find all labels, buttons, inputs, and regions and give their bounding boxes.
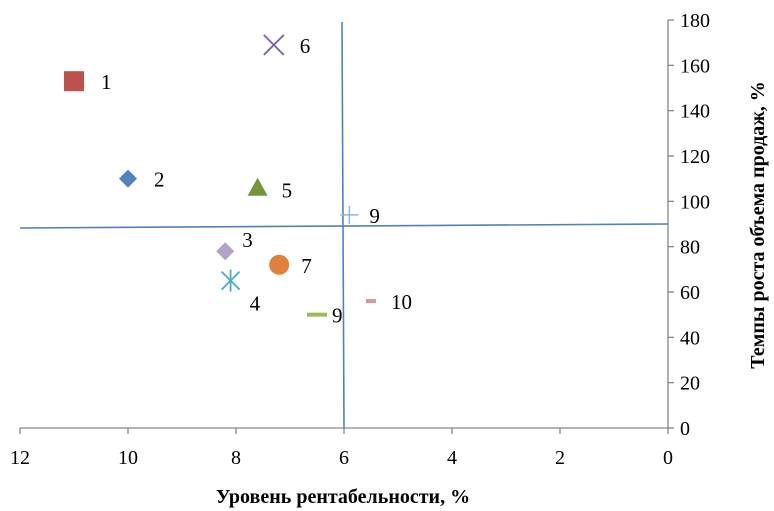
y-tick-label: 80: [680, 237, 700, 259]
point-9-plus-marker: [340, 205, 359, 224]
point-label: 7: [301, 254, 312, 278]
x-tick-label: 12: [10, 447, 30, 469]
point-1-square-marker: [64, 71, 84, 92]
point-label: 5: [282, 179, 293, 203]
y-tick-label: 20: [680, 373, 700, 395]
point-10-dash-marker: [366, 299, 376, 304]
point-label: 2: [154, 168, 165, 192]
x-tick-label: 10: [118, 447, 138, 469]
point-3-diamond-marker: [216, 242, 235, 261]
point-label: 3: [242, 228, 253, 252]
point-label: 6: [300, 34, 311, 58]
horizontal-reference-line: [19, 223, 669, 229]
y-tick-label: 100: [680, 191, 710, 213]
y-tick-label: 140: [680, 101, 710, 123]
x-tick-label: 0: [663, 447, 673, 469]
point-label: 9: [369, 204, 380, 228]
point-2-diamond-marker: [119, 169, 137, 188]
y-tick-label: 40: [680, 327, 700, 349]
data-points: 1 2 3 4 5 6 7 9 9 10: [64, 34, 412, 328]
point-7-circle-marker: [269, 254, 290, 275]
point-9-dash-marker: [307, 312, 327, 317]
y-tick-label: 180: [680, 10, 710, 32]
point-4-asterisk-marker: [220, 269, 241, 292]
point-label: 10: [391, 290, 412, 314]
point-5-triangle-marker: [247, 177, 268, 196]
y-axis-title: Темпы роста объема продаж, %: [747, 81, 769, 369]
x-tick-label: 4: [447, 447, 457, 469]
y-tick-label: 0: [680, 418, 690, 440]
y-tick-label: 60: [680, 282, 700, 304]
point-label: 4: [250, 292, 261, 316]
x-tick-label: 2: [555, 447, 565, 469]
y-tick-label: 120: [680, 146, 710, 168]
reference-lines: [19, 21, 669, 429]
vertical-reference-line: [341, 21, 345, 429]
point-6-x-marker: [263, 34, 285, 56]
point-label: 9: [332, 304, 343, 328]
y-tick-label: 160: [680, 55, 710, 77]
x-tick-label: 8: [231, 447, 241, 469]
x-tick-label: 6: [339, 447, 349, 469]
x-axis-title: Уровень рентабельности, %: [216, 486, 470, 508]
point-label: 1: [101, 70, 112, 94]
